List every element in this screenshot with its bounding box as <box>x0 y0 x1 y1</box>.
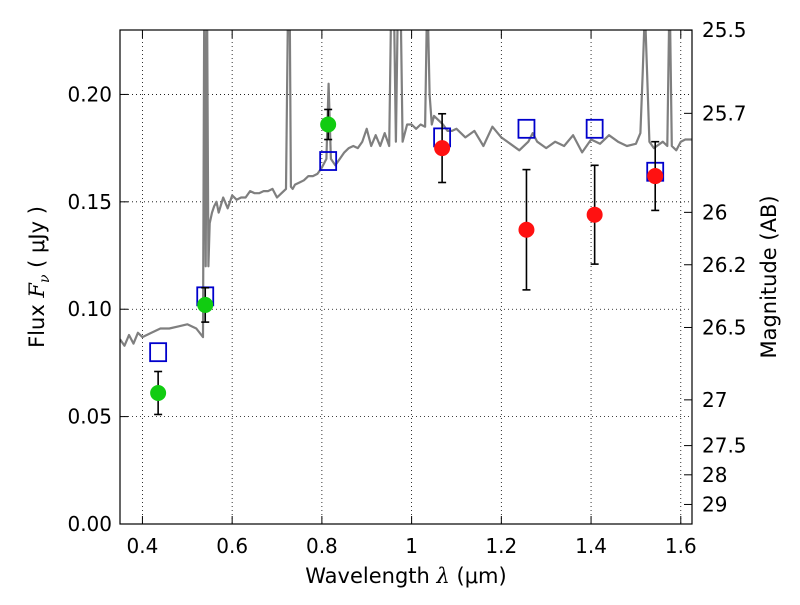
right-tick-label: 27.5 <box>702 434 747 458</box>
x-tick-label: 1.6 <box>665 534 697 558</box>
model-square-point <box>585 118 604 139</box>
data-point <box>434 140 451 157</box>
data-point <box>647 168 664 185</box>
right-tick-label: 25.7 <box>702 101 747 125</box>
y-tick-label: 0.15 <box>67 190 112 214</box>
right-tick-label: 29 <box>702 492 727 516</box>
plot-area <box>120 30 692 416</box>
x-tick-label: 1.2 <box>485 534 517 558</box>
data-point <box>150 384 167 401</box>
x-axis-label: Wavelength λ (μm) <box>305 564 506 588</box>
x-tick-label: 1 <box>405 534 418 558</box>
x-tick-label: 0.4 <box>127 534 159 558</box>
spectrum-line <box>120 30 692 347</box>
right-axis-label: Magnitude (AB) <box>757 195 781 358</box>
y-tick-label: 0.10 <box>67 297 112 321</box>
y-axis-label: Flux Fν ( μJy ) <box>25 206 53 348</box>
model-square-point <box>149 342 168 363</box>
plot-frame <box>119 29 693 525</box>
y-tick-label: 0.20 <box>67 82 112 106</box>
right-tick-label: 26 <box>702 200 727 224</box>
data-point <box>518 221 535 238</box>
data-point <box>197 296 214 313</box>
model-square-point <box>319 151 338 171</box>
right-tick-label: 28 <box>702 463 727 487</box>
right-tick-label: 25.5 <box>702 18 747 42</box>
y-tick-label: 0.00 <box>67 512 112 536</box>
x-tick-label: 0.8 <box>306 534 338 558</box>
data-point <box>320 116 337 133</box>
right-tick-label: 26.5 <box>702 315 747 339</box>
right-tick-label: 27 <box>702 388 727 412</box>
y-tick-label: 0.05 <box>67 405 112 429</box>
x-tick-label: 1.4 <box>575 534 607 558</box>
x-tick-label: 0.6 <box>216 534 248 558</box>
data-point <box>586 206 603 223</box>
axes: 0.4 0.6 0.8 1 1.2 1.4 1.6 0.00 0.05 0.10 0.15 0.20 2… <box>67 18 746 558</box>
model-square-point <box>517 118 536 139</box>
right-tick-label: 26.2 <box>702 253 747 277</box>
